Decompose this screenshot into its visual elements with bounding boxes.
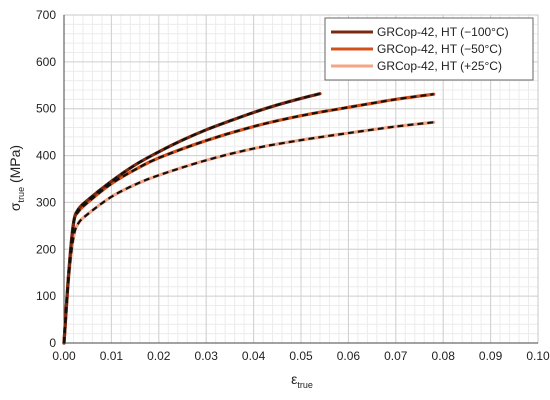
- legend-label-minus100: GRCop-42, HT (−100°C): [377, 25, 509, 39]
- tick-labels: 0.00 0.01 0.02 0.03 0.04 0.05 0.06 0.07 0.08 0.09…: [36, 8, 550, 363]
- legend-label-plus25: GRCop-42, HT (+25°C): [377, 59, 502, 73]
- grid: [63, 14, 539, 344]
- x-tick-label: 0.01: [100, 349, 124, 363]
- legend: GRCop-42, HT (−100°C) GRCop-42, HT (−50°…: [324, 17, 534, 81]
- x-tick-label: 0.04: [242, 349, 266, 363]
- x-tick-label: 0.10: [526, 349, 550, 363]
- y-tick-label: 300: [36, 195, 56, 209]
- x-tick-label: 0.00: [52, 349, 76, 363]
- x-tick-label: 0.09: [479, 349, 503, 363]
- y-tick-label: 500: [36, 102, 56, 116]
- y-axis-title-unit: (MPa): [7, 145, 23, 187]
- x-tick-label: 0.06: [337, 349, 361, 363]
- x-axis-title-subscript: true: [297, 380, 313, 390]
- x-axis-title: εtrue: [291, 371, 313, 390]
- x-tick-label: 0.03: [195, 349, 219, 363]
- y-axis-title-main: σ: [7, 202, 23, 211]
- y-tick-label: 400: [36, 149, 56, 163]
- series-fit-line-1: [62, 93, 434, 344]
- y-axis-title: σtrue (MPa): [7, 145, 26, 211]
- axes: [63, 15, 538, 344]
- y-tick-label: 600: [36, 55, 56, 69]
- x-tick-label: 0.05: [289, 349, 313, 363]
- series-lines: [62, 92, 436, 345]
- y-tick-label: 700: [36, 8, 56, 22]
- x-axis-title-main: ε: [291, 371, 297, 387]
- y-tick-label: 0: [49, 336, 56, 350]
- series-fit-line-2: [62, 121, 434, 344]
- x-tick-label: 0.08: [432, 349, 456, 363]
- x-tick-label: 0.07: [384, 349, 408, 363]
- y-tick-label: 100: [36, 289, 56, 303]
- legend-label-minus50: GRCop-42, HT (−50°C): [377, 42, 502, 56]
- y-axis-title-subscript: true: [16, 187, 26, 203]
- x-tick-label: 0.02: [147, 349, 171, 363]
- y-tick-label: 200: [36, 242, 56, 256]
